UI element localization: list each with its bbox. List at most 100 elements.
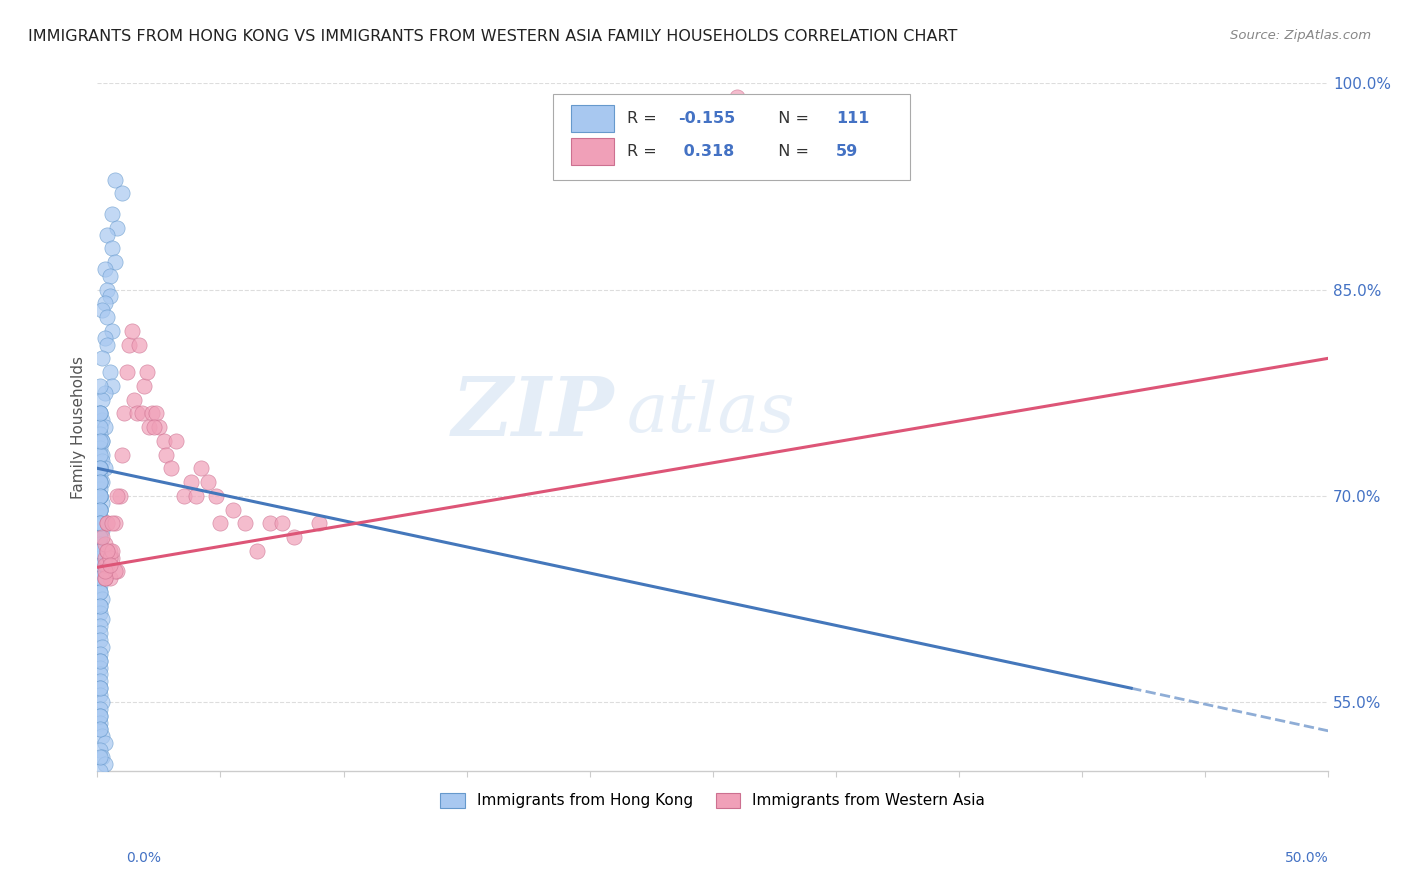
Point: [96, 543, 118, 558]
Point: [204, 489, 226, 503]
Text: R =: R =: [627, 111, 661, 126]
Point: [93, 262, 115, 277]
Point: [96, 516, 118, 531]
Point: [91, 392, 114, 407]
Point: [105, 220, 128, 235]
Point: [101, 516, 124, 531]
Point: [91, 475, 114, 489]
Point: [89, 448, 111, 462]
Point: [103, 255, 125, 269]
Point: [89, 571, 111, 585]
Point: [184, 489, 207, 503]
Point: [173, 489, 195, 503]
Point: [96, 558, 118, 572]
Text: 0.318: 0.318: [678, 144, 734, 159]
Point: [98, 550, 121, 565]
Point: [160, 461, 183, 475]
Point: [93, 736, 115, 750]
Text: R =: R =: [627, 144, 661, 159]
Point: [93, 571, 115, 585]
Point: [103, 516, 125, 531]
Point: [89, 516, 111, 531]
Point: [165, 434, 187, 448]
Point: [89, 647, 111, 661]
Point: [98, 543, 121, 558]
Text: -0.155: -0.155: [678, 111, 735, 126]
Point: [89, 599, 111, 613]
Point: [91, 750, 114, 764]
Point: [246, 543, 269, 558]
Point: [89, 406, 111, 420]
Point: [89, 420, 111, 434]
Text: atlas: atlas: [627, 380, 794, 447]
Point: [98, 558, 121, 572]
Point: [89, 537, 111, 551]
Point: [138, 420, 160, 434]
Point: [89, 550, 111, 565]
Point: [101, 379, 124, 393]
Point: [89, 626, 111, 640]
Point: [91, 523, 114, 537]
Point: [89, 585, 111, 599]
Point: [89, 434, 111, 448]
Point: [271, 516, 294, 531]
Point: [153, 434, 176, 448]
Point: [180, 475, 202, 489]
Point: [89, 475, 111, 489]
Point: [89, 475, 111, 489]
Point: [91, 434, 114, 448]
Point: [105, 565, 128, 579]
Point: [91, 496, 114, 510]
Point: [93, 756, 115, 771]
Point: [89, 516, 111, 531]
Point: [91, 351, 114, 366]
Point: [96, 310, 118, 324]
Point: [89, 509, 111, 524]
Point: [115, 365, 138, 379]
Point: [89, 750, 111, 764]
Point: [89, 502, 111, 516]
Point: [222, 502, 245, 516]
Point: [89, 606, 111, 620]
Point: [89, 502, 111, 516]
Text: 59: 59: [835, 144, 858, 159]
Point: [89, 543, 111, 558]
Point: [91, 640, 114, 654]
Point: [93, 385, 115, 400]
Point: [89, 585, 111, 599]
Point: [93, 558, 115, 572]
Point: [98, 289, 121, 303]
Point: [91, 516, 114, 531]
Point: [89, 489, 111, 503]
Point: [89, 702, 111, 716]
Point: [89, 489, 111, 503]
Point: [91, 543, 114, 558]
Point: [118, 337, 141, 351]
Point: [96, 283, 118, 297]
Point: [89, 619, 111, 633]
Point: [105, 489, 128, 503]
Point: [103, 172, 125, 186]
Point: [308, 516, 330, 531]
Point: [93, 296, 115, 310]
Point: [101, 207, 124, 221]
Point: [89, 489, 111, 503]
Point: [91, 695, 114, 709]
Text: IMMIGRANTS FROM HONG KONG VS IMMIGRANTS FROM WESTERN ASIA FAMILY HOUSEHOLDS CORR: IMMIGRANTS FROM HONG KONG VS IMMIGRANTS …: [28, 29, 957, 44]
FancyBboxPatch shape: [553, 94, 910, 179]
Point: [91, 571, 114, 585]
Point: [93, 571, 115, 585]
Point: [89, 708, 111, 723]
Legend: Immigrants from Hong Kong, Immigrants from Western Asia: Immigrants from Hong Kong, Immigrants fr…: [434, 787, 991, 814]
Point: [93, 558, 115, 572]
Point: [111, 448, 134, 462]
Point: [89, 489, 111, 503]
Point: [89, 743, 111, 757]
Point: [155, 448, 177, 462]
Point: [111, 186, 134, 201]
Point: [89, 468, 111, 483]
Point: [197, 475, 219, 489]
Point: [141, 406, 163, 420]
Point: [148, 420, 170, 434]
Point: [89, 516, 111, 531]
